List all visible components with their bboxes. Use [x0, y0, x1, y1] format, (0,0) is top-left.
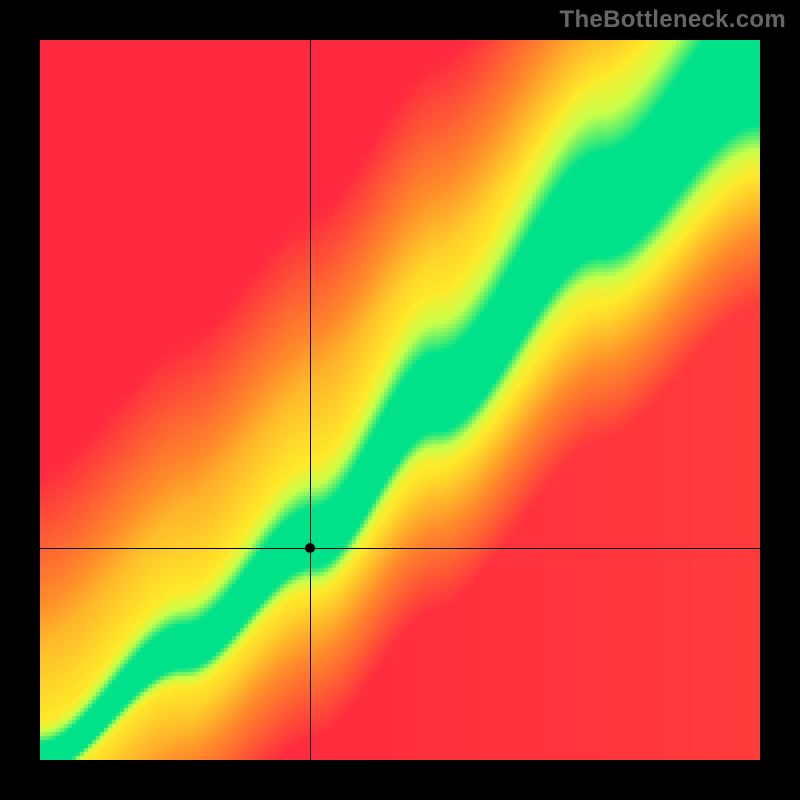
chart-container: TheBottleneck.com: [0, 0, 800, 800]
crosshair-vertical: [310, 40, 311, 760]
plot-area: [40, 40, 760, 760]
marker-dot: [305, 543, 315, 553]
watermark-text: TheBottleneck.com: [560, 6, 786, 34]
crosshair-horizontal: [40, 548, 760, 549]
heatmap-canvas: [40, 40, 760, 760]
